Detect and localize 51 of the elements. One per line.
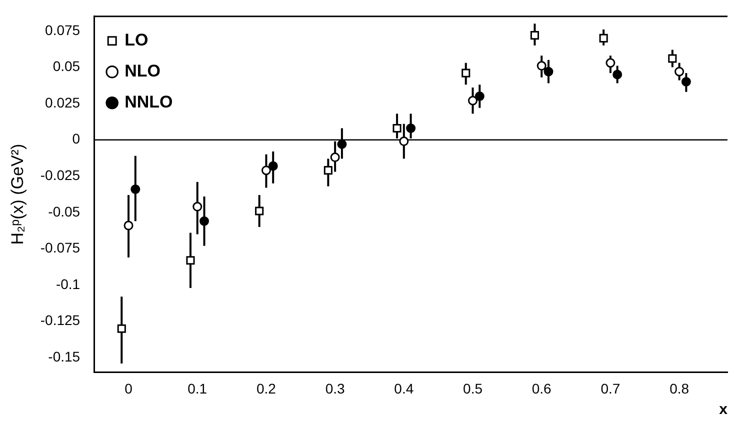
y-tick-label: 0.025 — [45, 94, 80, 110]
point — [468, 96, 478, 106]
point — [599, 34, 608, 42]
legend-label: NNLO — [124, 92, 173, 112]
y-tick-label: 0 — [72, 130, 80, 147]
point — [124, 220, 134, 230]
point — [130, 184, 140, 194]
x-tick-label: 0.2 — [256, 380, 276, 396]
point — [681, 77, 691, 86]
x-tick-label: 0 — [124, 380, 133, 396]
point — [406, 123, 416, 133]
y-tick-label: -0.05 — [48, 203, 80, 220]
y-tick-label: 0.05 — [52, 58, 80, 74]
x-axis-title: x — [719, 401, 728, 418]
y-tick-label: 0.075 — [45, 22, 80, 38]
y-tick-label: -0.075 — [40, 240, 80, 256]
point — [674, 66, 684, 76]
x-tick-label: 0.1 — [188, 380, 208, 396]
point — [192, 202, 202, 212]
x-tick-label: 0.6 — [532, 380, 552, 396]
point — [668, 54, 677, 63]
point — [268, 161, 278, 171]
x-tick-label: 0.5 — [463, 380, 483, 396]
point — [530, 30, 540, 40]
y-tick-label: -0.025 — [40, 167, 80, 184]
legend-label: NLO — [124, 62, 160, 81]
x-tick-label: 0.7 — [600, 380, 620, 396]
y-tick-label: -0.125 — [40, 312, 80, 328]
point — [337, 139, 347, 149]
point — [117, 324, 126, 333]
point — [200, 216, 210, 226]
point — [606, 58, 616, 68]
x-tick-label: 0.3 — [325, 380, 346, 396]
point — [462, 68, 470, 78]
x-tick-label: 0.4 — [394, 380, 414, 396]
point — [392, 124, 402, 133]
point — [399, 136, 409, 146]
y-tick-label: -0.15 — [48, 348, 80, 365]
y-axis-title: H₂ᵖ(x) (GeV²) — [8, 144, 27, 245]
point — [536, 61, 546, 71]
legend-label: LO — [124, 30, 148, 50]
y-tick-label: -0.1 — [56, 276, 80, 292]
point — [612, 70, 622, 80]
point — [261, 166, 271, 176]
point — [324, 166, 332, 175]
point — [186, 256, 195, 265]
point — [330, 152, 340, 162]
x-tick-label: 0.8 — [670, 380, 690, 396]
point — [255, 206, 264, 216]
point — [474, 92, 484, 102]
point — [544, 66, 554, 76]
